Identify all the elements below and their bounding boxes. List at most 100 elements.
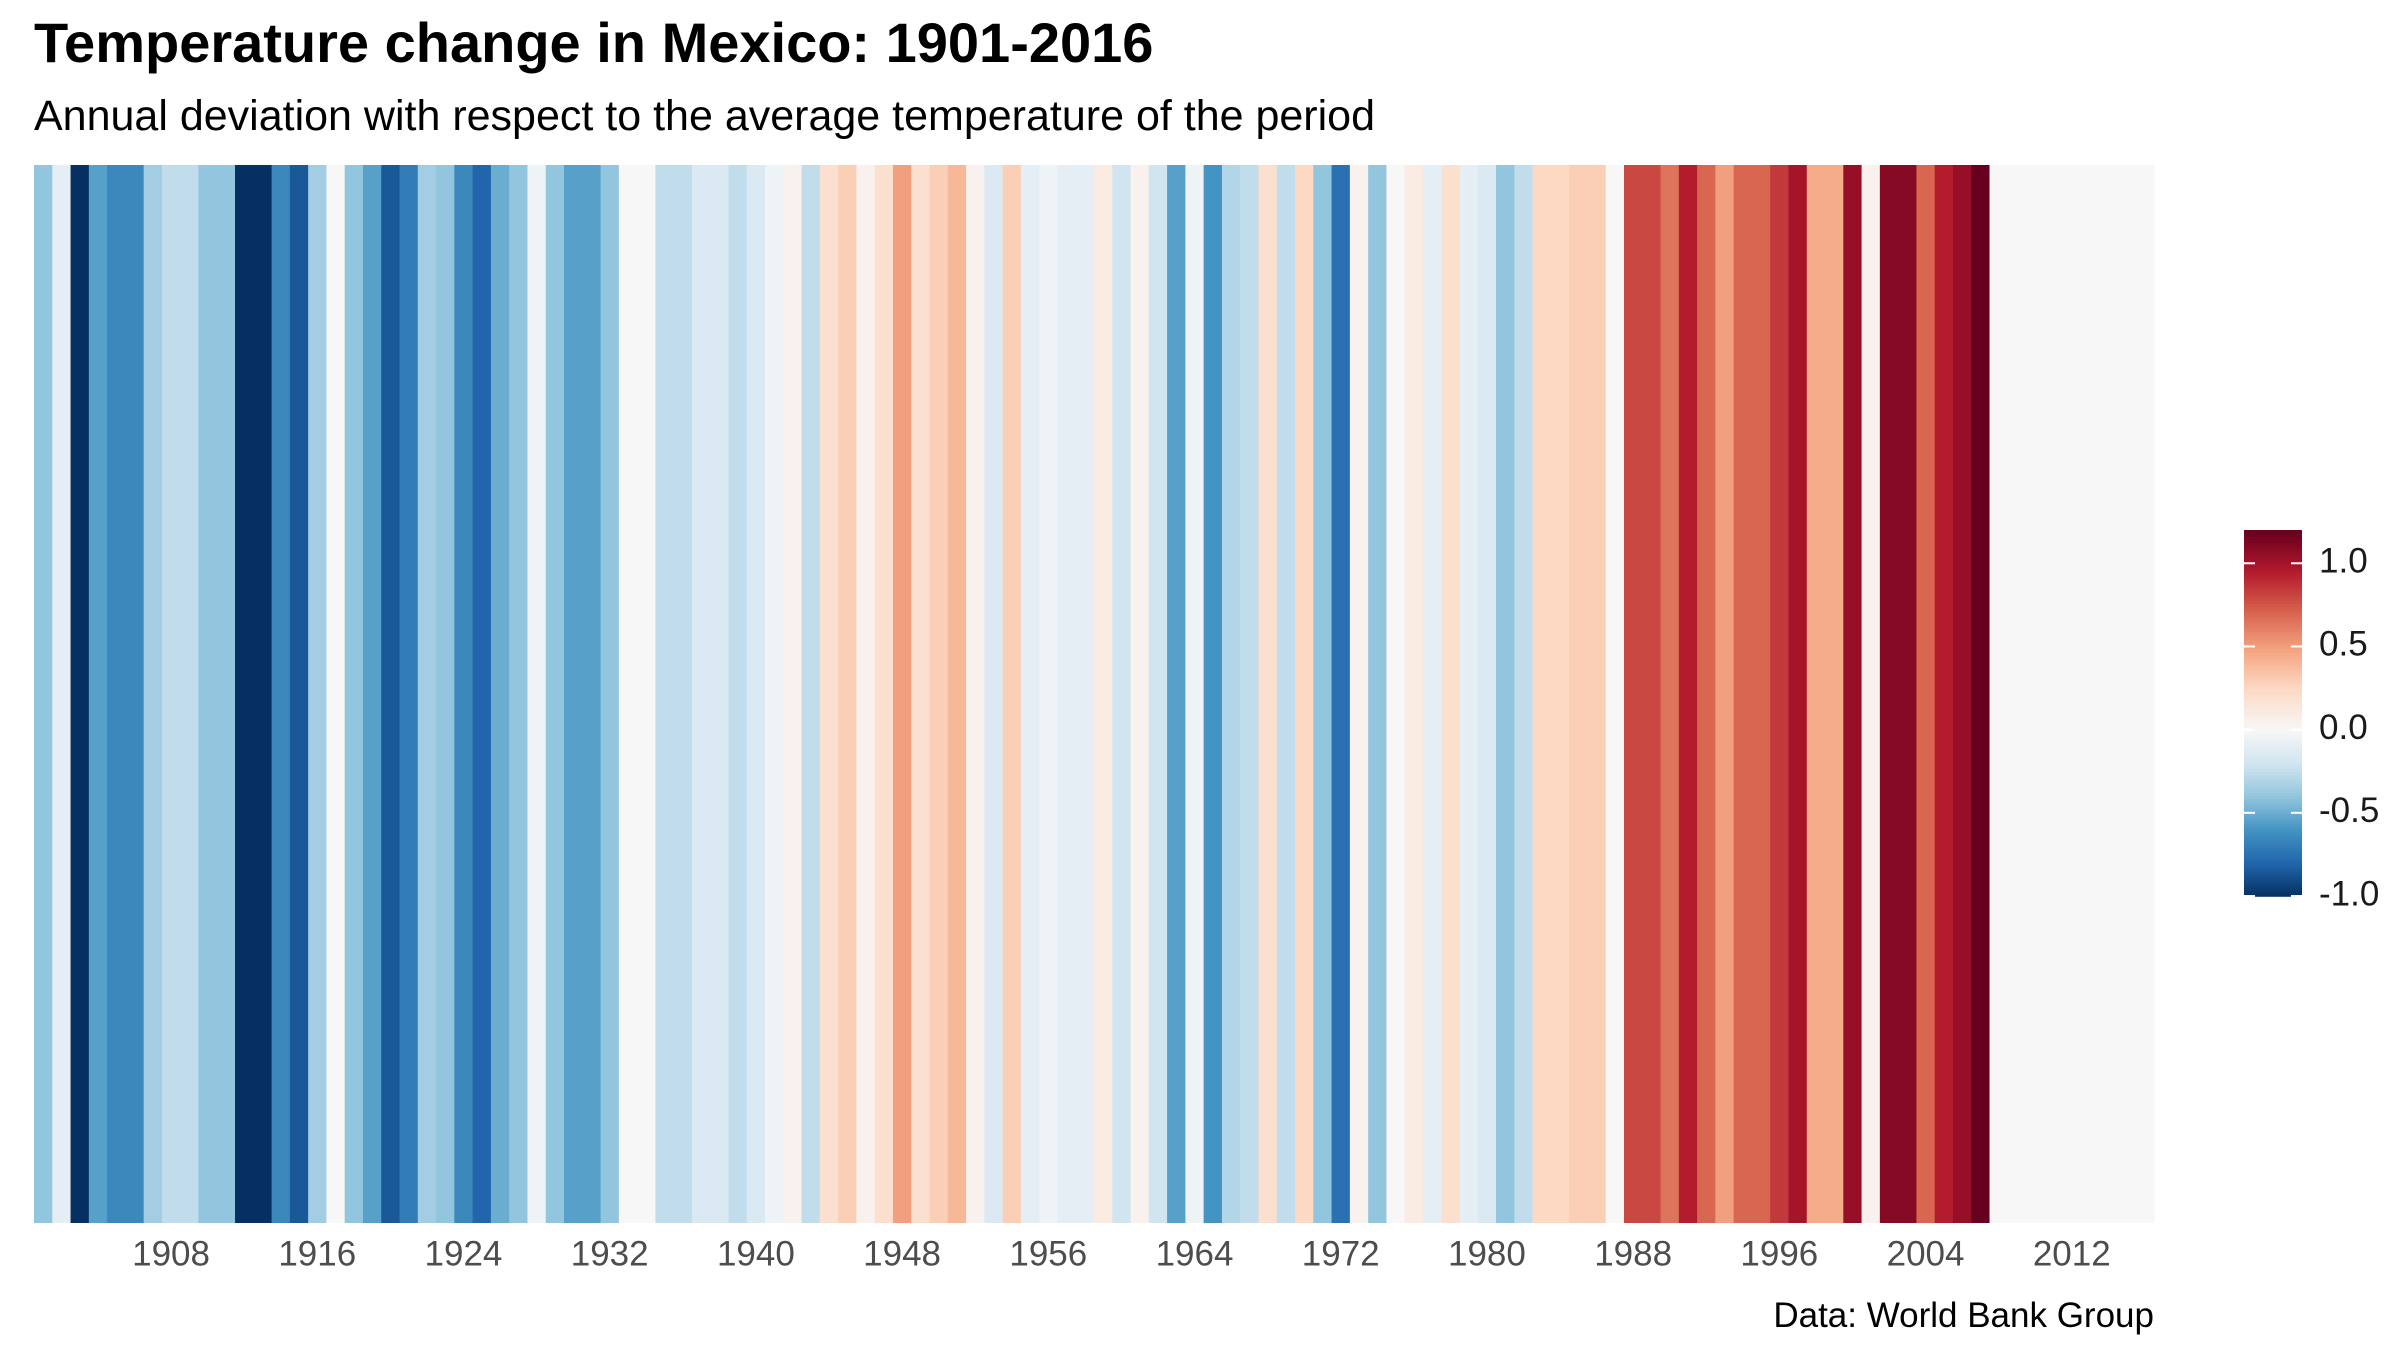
x-tick-label-2012: 2012 — [2033, 1234, 2111, 1273]
stripe-1936 — [673, 165, 693, 1223]
legend-color-segment — [2244, 682, 2302, 687]
legend-color-segment — [2244, 575, 2302, 580]
stripe-1935 — [655, 165, 675, 1223]
legend-color-segment — [2244, 594, 2302, 598]
stripe-2011 — [2044, 165, 2064, 1223]
stripes-group — [34, 165, 2155, 1223]
stripe-1938 — [710, 165, 730, 1223]
legend-color-segment — [2244, 685, 2302, 690]
legend-color-segment — [2244, 533, 2302, 537]
legend-color-segment — [2244, 615, 2302, 620]
legend-color-segment — [2244, 713, 2302, 717]
legend-color-segment — [2244, 600, 2302, 604]
stripe-1956 — [1039, 165, 1059, 1223]
legend-color-segment — [2244, 755, 2302, 760]
x-tick-label-1988: 1988 — [1594, 1234, 1672, 1273]
stripe-1901 — [34, 165, 53, 1223]
legend-color-segment — [2244, 722, 2302, 726]
legend-color-segment — [2244, 716, 2302, 720]
stripe-1974 — [1368, 165, 1388, 1223]
legend-color-segment — [2244, 731, 2302, 736]
stripe-1906 — [125, 165, 145, 1223]
x-tick-label-2004: 2004 — [1887, 1234, 1965, 1273]
stripe-1928 — [527, 165, 547, 1223]
legend-color-segment — [2244, 618, 2302, 623]
legend-color-segment — [2244, 743, 2302, 748]
legend-color-segment — [2244, 770, 2302, 775]
legend-tick-label: 1.0 — [2319, 542, 2368, 581]
stripe-2009 — [2007, 165, 2027, 1223]
stripe-2008 — [1989, 165, 2009, 1223]
legend-color-segment — [2244, 862, 2302, 867]
stripe-1941 — [765, 165, 784, 1223]
stripe-1925 — [472, 165, 492, 1223]
x-tick-label-1932: 1932 — [571, 1234, 649, 1273]
stripe-1990 — [1660, 165, 1680, 1223]
stripe-1931 — [582, 165, 602, 1223]
legend-color-segment — [2244, 551, 2302, 556]
legend-color-segment — [2244, 865, 2302, 870]
legend-color-segment — [2244, 691, 2302, 696]
stripe-1951 — [947, 165, 967, 1223]
stripe-1950 — [929, 165, 949, 1223]
legend-color-segment — [2244, 850, 2302, 855]
x-tick-label-1916: 1916 — [278, 1234, 356, 1273]
stripe-1995 — [1751, 165, 1771, 1223]
legend-color-segment — [2244, 542, 2302, 547]
stripe-1919 — [362, 165, 382, 1223]
stripe-1999 — [1825, 165, 1844, 1223]
stripe-1970 — [1295, 165, 1314, 1223]
x-tick-label-1908: 1908 — [132, 1234, 210, 1273]
legend-color-segment — [2244, 563, 2302, 568]
legend-color-segment — [2244, 816, 2302, 821]
stripe-1937 — [691, 165, 711, 1223]
stripe-1911 — [216, 165, 236, 1223]
legend-color-segment — [2244, 645, 2302, 650]
stripe-2002 — [1879, 165, 1899, 1223]
legend-color-segment — [2244, 652, 2302, 656]
stripe-1942 — [783, 165, 803, 1223]
stripe-1904 — [88, 165, 108, 1223]
legend-color-segment — [2244, 676, 2302, 681]
legend-color-segment — [2244, 835, 2302, 839]
legend-color-segment — [2244, 831, 2302, 836]
stripe-1960 — [1112, 165, 1132, 1223]
x-tick-label-1964: 1964 — [1156, 1234, 1234, 1273]
legend-color-segment — [2244, 627, 2302, 632]
legend-color-segment — [2244, 584, 2302, 589]
legend-color-segment — [2244, 789, 2302, 794]
legend-color-segment — [2244, 612, 2302, 617]
stripe-1966 — [1221, 165, 1241, 1223]
legend-color-segment — [2244, 697, 2302, 702]
stripe-1926 — [490, 165, 510, 1223]
stripe-1989 — [1642, 165, 1662, 1223]
stripe-1973 — [1349, 165, 1369, 1223]
stripe-1980 — [1477, 165, 1497, 1223]
legend-tick-label: -1.0 — [2319, 874, 2379, 913]
stripe-2003 — [1898, 165, 1918, 1223]
stripe-1964 — [1185, 165, 1205, 1223]
stripe-1946 — [856, 165, 876, 1223]
legend-color-segment — [2244, 798, 2302, 803]
stripe-2000 — [1843, 165, 1863, 1223]
stripe-1962 — [1148, 165, 1168, 1223]
stripe-1985 — [1569, 165, 1589, 1223]
x-tick-label-1996: 1996 — [1740, 1234, 1818, 1273]
stripe-1914 — [271, 165, 291, 1223]
stripe-1952 — [966, 165, 985, 1223]
x-axis: 1908 1916 1924 1932 1940 1948 1956 1964 1972 1980… — [132, 1234, 2111, 1273]
legend-color-segment — [2244, 609, 2302, 614]
legend-color-segment — [2244, 740, 2302, 745]
legend-color-segment — [2244, 539, 2302, 543]
legend-color-segment — [2244, 566, 2302, 571]
legend-color-segment — [2244, 670, 2302, 675]
stripe-2016 — [2135, 165, 2155, 1223]
stripe-1902 — [52, 165, 72, 1223]
legend-color-segment — [2244, 880, 2302, 885]
legend-color-segment — [2244, 780, 2302, 784]
legend-color-segment — [2244, 813, 2302, 818]
legend-color-segment — [2244, 673, 2302, 678]
legend-color-segment — [2244, 658, 2302, 662]
stripe-1997 — [1788, 165, 1808, 1223]
